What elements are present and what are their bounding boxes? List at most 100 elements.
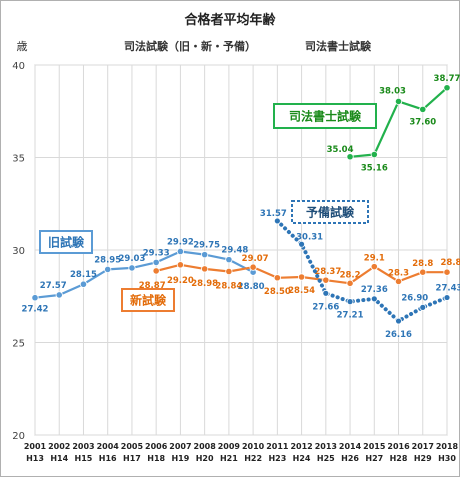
x-tick-label-era: H13 — [26, 454, 44, 463]
data-point — [419, 268, 427, 276]
x-tick-label-era: H20 — [196, 454, 214, 463]
data-point — [55, 291, 63, 299]
x-tick-label-year: 2008 — [194, 442, 217, 451]
data-label: 28.15 — [70, 270, 97, 280]
x-tick-label-year: 2017 — [412, 442, 434, 451]
data-label: 29.75 — [193, 241, 220, 251]
x-tick-label-era: H26 — [341, 454, 359, 463]
data-point — [322, 289, 330, 297]
x-tick-label-year: 2012 — [290, 442, 312, 451]
data-label: 27.66 — [312, 302, 339, 312]
data-point — [249, 263, 257, 271]
y-tick-label: 40 — [12, 61, 25, 72]
x-tick-label-era: H18 — [147, 454, 165, 463]
data-label: 28.87 — [139, 281, 166, 291]
y-tick-label: 25 — [12, 339, 25, 350]
x-tick-label-year: 2003 — [72, 442, 94, 451]
series-label-box — [273, 103, 377, 129]
data-label: 26.90 — [401, 293, 428, 303]
data-label: 38.03 — [379, 86, 406, 96]
data-label: 28.80 — [238, 282, 265, 292]
data-point — [273, 274, 281, 282]
data-label: 31.57 — [260, 209, 287, 219]
data-label: 28.37 — [314, 267, 341, 277]
data-point — [152, 267, 160, 275]
x-tick-label-year: 2002 — [48, 442, 70, 451]
data-point — [443, 268, 451, 276]
data-point — [79, 280, 88, 288]
data-point — [273, 217, 281, 225]
x-tick-label-era: H28 — [390, 454, 408, 463]
series-label-box — [291, 200, 369, 224]
series-label: 新試験 — [130, 293, 167, 308]
data-label: 29.92 — [167, 237, 194, 247]
data-label: 27.36 — [361, 285, 388, 295]
data-point — [225, 256, 233, 264]
data-label: 29.20 — [167, 276, 194, 286]
data-point — [128, 264, 136, 272]
x-tick-label-year: 2006 — [145, 442, 168, 451]
data-point — [394, 97, 403, 106]
data-label: 29.1 — [364, 254, 385, 264]
x-tick-label-year: 2013 — [315, 442, 337, 451]
data-label: 27.21 — [337, 311, 364, 321]
data-point — [104, 265, 112, 274]
data-label: 38.77 — [434, 74, 460, 84]
data-label: 35.16 — [361, 164, 388, 174]
data-label: 27.42 — [22, 305, 49, 315]
series-label-box — [39, 230, 93, 254]
chart-subtitle-right: 司法書士試験 — [305, 39, 372, 53]
data-point — [395, 317, 402, 325]
y-unit-label: 歳 — [17, 40, 28, 53]
x-tick-label-year: 2009 — [218, 442, 241, 451]
series-line — [275, 219, 449, 323]
x-tick-label-year: 2005 — [121, 442, 144, 451]
data-label: 29.33 — [143, 248, 170, 258]
x-tick-label-year: 2007 — [169, 442, 191, 451]
data-label: 28.3 — [388, 268, 409, 278]
x-tick-label-era: H27 — [365, 454, 383, 463]
data-label: 28.50 — [264, 287, 291, 297]
data-point — [152, 258, 160, 266]
data-point — [176, 247, 185, 256]
x-tick-label-era: H17 — [123, 454, 141, 463]
data-label: 35.04 — [327, 145, 354, 155]
data-point — [298, 240, 305, 248]
series-label: 旧試験 — [48, 235, 85, 250]
data-point — [394, 277, 403, 286]
data-label: 28.8 — [441, 258, 460, 268]
chart-subtitle-left: 司法試験（旧・新・予備） — [124, 39, 256, 53]
x-tick-label-era: H25 — [317, 454, 335, 463]
data-label: 28.54 — [288, 286, 315, 296]
series-label: 司法書士試験 — [289, 109, 362, 124]
data-point — [419, 303, 427, 311]
x-tick-label-year: 2010 — [242, 442, 265, 451]
data-point — [346, 153, 354, 161]
x-tick-label-year: 2014 — [339, 442, 362, 451]
data-point — [201, 251, 209, 259]
data-point — [346, 279, 354, 287]
data-point — [443, 84, 451, 92]
data-label: 27.43 — [436, 284, 460, 294]
data-point — [225, 267, 233, 276]
data-label: 28.98 — [191, 279, 218, 289]
series-line — [33, 250, 255, 299]
y-tick-label: 20 — [12, 431, 25, 442]
chart-title: 合格者平均年齢 — [184, 12, 276, 28]
data-point — [201, 265, 209, 273]
data-point — [346, 298, 354, 306]
x-tick-label-year: 2011 — [266, 442, 289, 451]
data-point — [370, 150, 378, 159]
x-tick-label-era: H21 — [220, 454, 238, 463]
data-point — [176, 261, 185, 269]
x-tick-label-year: 2004 — [97, 442, 120, 451]
data-point — [31, 294, 39, 302]
data-point — [370, 263, 378, 271]
data-label: 28.95 — [94, 255, 121, 265]
x-tick-label-era: H24 — [293, 454, 311, 463]
x-tick-label-era: H15 — [75, 454, 93, 463]
data-label: 28.8 — [412, 259, 433, 269]
data-label: 26.16 — [385, 330, 412, 340]
data-label: 28.2 — [340, 270, 361, 280]
data-label: 27.57 — [40, 281, 67, 291]
